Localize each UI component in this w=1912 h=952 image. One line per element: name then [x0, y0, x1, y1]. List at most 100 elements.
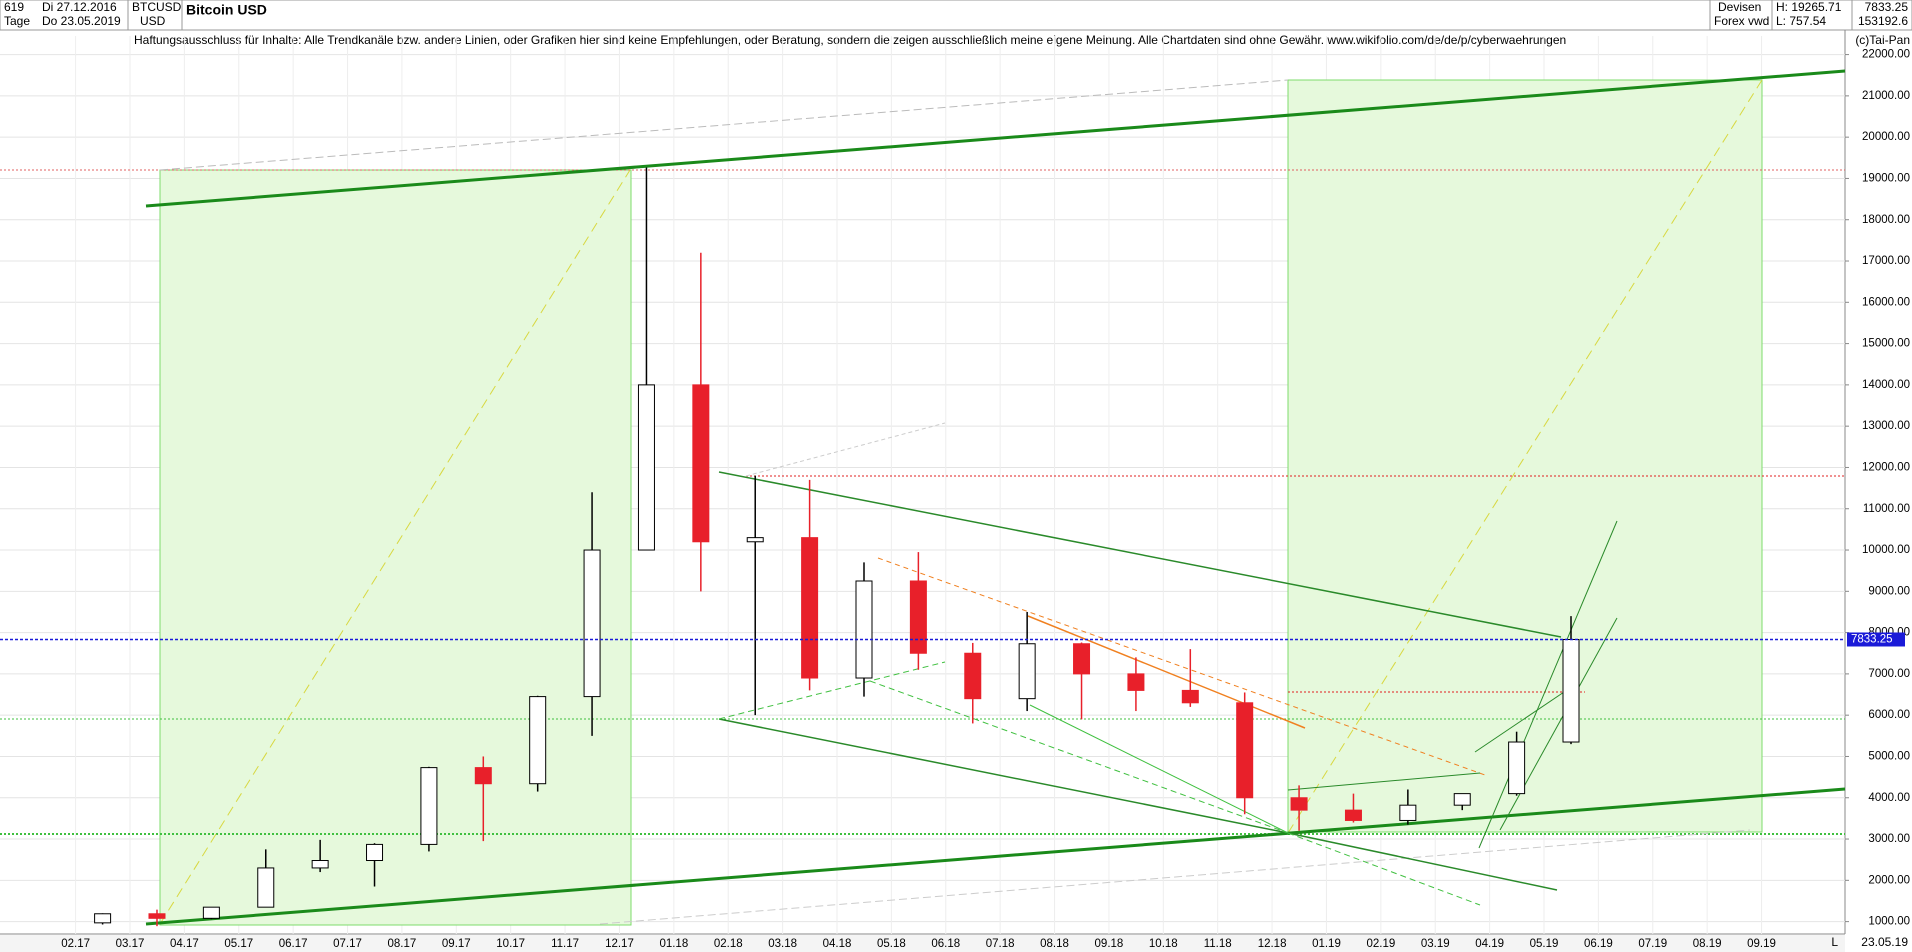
volume: 153192.6: [1858, 14, 1908, 28]
trend-line: [1499, 617, 1618, 831]
candle-body: [202, 906, 220, 919]
candle-body: [1290, 797, 1308, 811]
x-tick-label: 05.19: [1530, 938, 1559, 950]
candle-body: [420, 767, 438, 845]
candle-body: [964, 652, 982, 700]
x-tick-label: 04.17: [170, 938, 199, 950]
x-tick-label: 06.17: [279, 938, 308, 950]
trend-line: [1478, 520, 1618, 849]
trend-line: [1027, 615, 1306, 729]
trend-line: [599, 829, 1751, 925]
x-tick-label: 08.18: [1040, 938, 1069, 950]
trend-line: [1474, 687, 1571, 753]
x-tick-label: 07.19: [1638, 938, 1667, 950]
x-tick-label: 04.19: [1475, 938, 1504, 950]
candle-body: [583, 549, 601, 698]
low-label: L: 757.54: [1776, 14, 1826, 28]
symbol: BTCUSD: [132, 0, 182, 14]
candle-body: [692, 384, 710, 543]
candle-body: [1453, 793, 1471, 806]
last-value: 7833.25: [1865, 0, 1909, 14]
x-tick-label: 06.18: [931, 938, 960, 950]
candle-body: [909, 580, 927, 654]
candle-body: [637, 384, 655, 551]
trend-line: [159, 79, 1289, 171]
x-tick-label: 06.19: [1584, 938, 1613, 950]
x-tick-label: 09.17: [442, 938, 471, 950]
source: Forex vwd: [1714, 14, 1769, 28]
start-date: Di 27.12.2016: [42, 0, 117, 14]
trend-line: [869, 680, 1289, 834]
candle-body: [94, 913, 112, 924]
trend-line: [145, 69, 1846, 208]
x-tick-label: 11.18: [1204, 938, 1232, 950]
candle-body: [148, 913, 166, 919]
candles: [94, 167, 1580, 927]
x-tick-label: 07.17: [333, 938, 362, 950]
candle-body: [1127, 673, 1145, 691]
x-tick-label: 08.19: [1693, 938, 1722, 950]
y-tick-label: 20000.00: [1862, 131, 1910, 143]
exchange: Devisen: [1718, 0, 1761, 14]
x-tick-label: 10.18: [1149, 938, 1178, 950]
subtitle: Haftungsausschluss für Inhalte: Alle Tre…: [134, 33, 1566, 47]
y-tick-label: 11000.00: [1863, 503, 1910, 515]
x-tick-label: 12.17: [605, 938, 634, 950]
chart-title: Bitcoin USD: [186, 2, 267, 18]
candle-body: [1181, 689, 1199, 704]
x-tick-label: 03.17: [116, 938, 145, 950]
y-tick-label: 14000.00: [1862, 379, 1910, 391]
range-unit[interactable]: Tage: [4, 14, 30, 28]
x-tick-label: 12.18: [1258, 938, 1287, 950]
x-tick-label: 09.19: [1747, 938, 1776, 950]
y-tick-label: 17000.00: [1862, 255, 1910, 267]
bar-count: 619: [4, 0, 24, 14]
x-tick-label: 02.19: [1366, 938, 1395, 950]
y-tick-label: 4000.00: [1868, 792, 1910, 804]
candle-body: [366, 843, 384, 862]
candle-body: [1508, 741, 1526, 795]
x-tick-label: 02.17: [61, 938, 90, 950]
currency: USD: [140, 14, 166, 28]
x-tick-label: 01.18: [659, 938, 688, 950]
y-tick-label: 9000.00: [1868, 585, 1910, 597]
x-tick-label: 05.17: [224, 938, 253, 950]
axes: 1000.00 2000.00 3000.00 4000.00 5000.00 6000.…: [0, 49, 1910, 952]
candle-body: [1018, 643, 1036, 700]
y-tick-label: 3000.00: [1868, 833, 1910, 845]
candle-body: [746, 537, 764, 543]
candle-body: [311, 860, 329, 869]
last-price-label: 7833.25: [1851, 634, 1893, 646]
header-bar: [0, 0, 1912, 31]
trend-line: [145, 787, 1846, 926]
candle-body: [1399, 804, 1417, 821]
candle-body: [474, 767, 492, 785]
x-tick-label: 11.17: [551, 938, 579, 950]
x-tick-label: 07.18: [986, 938, 1015, 950]
y-tick-label: 5000.00: [1868, 750, 1910, 762]
candle-body: [1073, 643, 1091, 675]
copyright: (c)Tai-Pan: [1855, 33, 1910, 47]
x-tick-label: 09.18: [1095, 938, 1124, 950]
trend-line: [1287, 79, 1763, 834]
drawings: [0, 69, 1846, 926]
x-tick-label: 02.18: [714, 938, 743, 950]
x-tick-label: 05.18: [877, 938, 906, 950]
y-tick-label: 10000.00: [1862, 544, 1910, 556]
candle-body: [1236, 702, 1254, 799]
date-label: 23.05.19: [1861, 935, 1908, 949]
end-date: Do 23.05.2019: [42, 14, 121, 28]
y-tick-label: 2000.00: [1868, 874, 1910, 886]
scale-mode[interactable]: L: [1831, 935, 1838, 949]
y-tick-label: 21000.00: [1862, 90, 1910, 102]
candle-body: [529, 696, 547, 785]
y-tick-label: 12000.00: [1862, 461, 1910, 473]
y-tick-label: 15000.00: [1862, 338, 1910, 350]
y-tick-label: 22000.00: [1862, 49, 1910, 61]
box: [159, 169, 632, 926]
candle-body: [257, 867, 275, 908]
trend-line: [745, 422, 946, 477]
x-axis-bar: [0, 935, 1845, 952]
x-tick-label: 04.18: [823, 938, 852, 950]
